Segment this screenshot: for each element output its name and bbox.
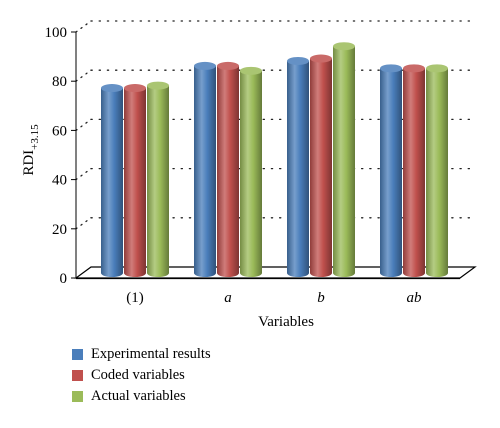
legend-swatch: [72, 349, 83, 360]
y-axis-title-subscript: +3.15: [29, 124, 41, 150]
bar-ab-actual-variables: [426, 68, 448, 277]
bar-(1)-actual-variables: [147, 85, 169, 277]
legend-label: Actual variables: [91, 388, 186, 404]
legend-item-experimental: Experimental results: [72, 344, 211, 365]
x-tick-label: ab: [407, 290, 423, 306]
bar-a-experimental-results: [194, 65, 216, 278]
bar-cap: [124, 84, 146, 93]
legend-swatch: [72, 370, 83, 381]
gridline-depth: [75, 69, 92, 82]
x-tick-label: (1): [126, 290, 144, 306]
bar-(1)-experimental-results: [101, 88, 123, 277]
bar-(1)-coded-variables: [124, 88, 146, 277]
bar-cap: [240, 66, 262, 75]
gridline-depth: [75, 20, 92, 33]
bar-cap: [287, 56, 309, 65]
bar-ab-coded-variables: [403, 68, 425, 277]
bars: [101, 42, 448, 278]
y-tick-label: 100: [45, 25, 68, 41]
bar-cap: [217, 61, 239, 70]
y-axis-title: RDI+3.15: [21, 124, 41, 176]
bar-cap: [426, 64, 448, 73]
bar-cap: [101, 84, 123, 93]
bar-b-experimental-results: [287, 60, 309, 278]
bar-a-actual-variables: [240, 70, 262, 277]
axes: [71, 31, 460, 280]
y-tick-label: 80: [52, 74, 67, 90]
y-tick-label: 60: [52, 123, 67, 139]
legend-label: Coded variables: [91, 367, 185, 383]
legend: Experimental results Coded variables Act…: [72, 344, 211, 407]
bar-cap: [333, 42, 355, 51]
legend-label: Experimental results: [91, 346, 211, 362]
x-tick-label: a: [224, 290, 232, 306]
bar-cap: [194, 61, 216, 70]
x-tick-label: b: [317, 290, 325, 306]
bar-b-coded-variables: [310, 58, 332, 277]
y-axis-title-main: RDI: [21, 150, 37, 176]
y-tick-label: 40: [52, 173, 67, 189]
bar-ab-experimental-results: [380, 68, 402, 277]
legend-item-coded: Coded variables: [72, 365, 211, 386]
bar-b-actual-variables: [333, 46, 355, 277]
bar-cap: [403, 64, 425, 73]
y-tick-label: 0: [60, 271, 68, 287]
gridline-depth: [75, 118, 92, 132]
gridline-depth: [75, 217, 92, 230]
legend-swatch: [72, 391, 83, 402]
y-tick-label: 20: [52, 222, 67, 238]
x-axis-title: Variables: [258, 314, 314, 330]
legend-item-actual: Actual variables: [72, 386, 211, 407]
bar-cap: [380, 64, 402, 73]
bar-cap: [147, 81, 169, 90]
bar-a-coded-variables: [217, 65, 239, 278]
bar-cap: [310, 54, 332, 63]
gridline-depth: [75, 167, 92, 181]
